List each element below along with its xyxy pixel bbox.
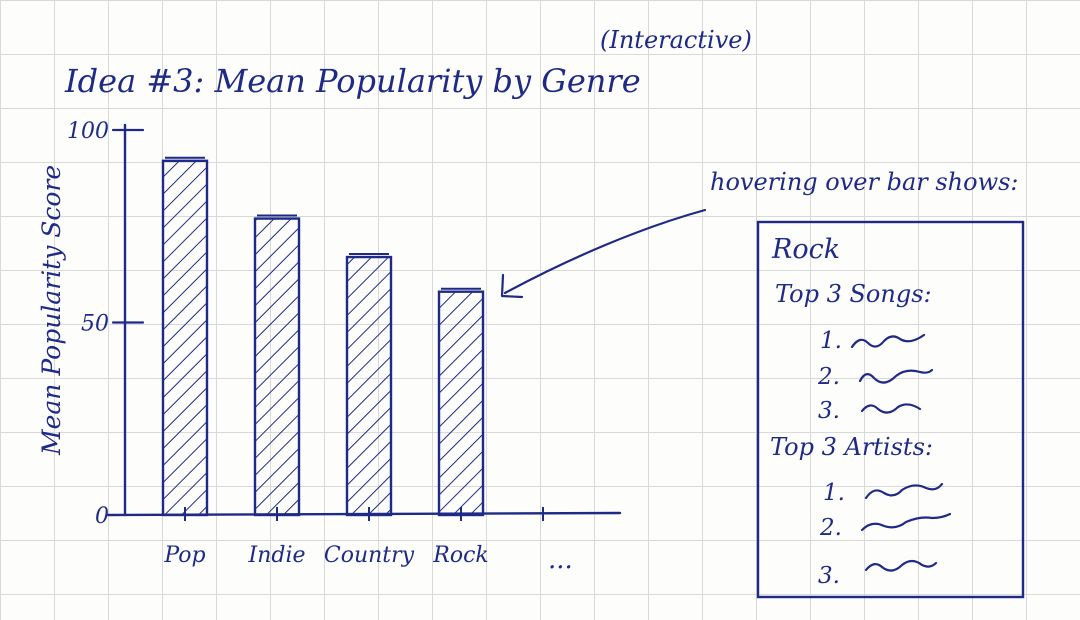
song-scribble-3 (860, 403, 922, 414)
tooltip-artists-label: Top 3 Artists: (770, 433, 933, 461)
song-marker-2: 2. (817, 364, 840, 390)
song-marker-3: 3. (818, 398, 840, 424)
artist-scribble-1 (864, 482, 944, 500)
annotation-arrow (503, 208, 707, 295)
x-axis-ticks: Pop Indie Country Rock (163, 507, 544, 568)
artist-marker-3: 3. (818, 563, 840, 589)
bars (161, 156, 485, 517)
artist-marker-2: 2. (819, 515, 842, 541)
tooltip-box: Rock Top 3 Songs: 1. 2. 3. Top 3 Artists… (756, 220, 1025, 599)
y-axis-label: Mean Popularity Score (37, 165, 66, 456)
bar-rock[interactable] (437, 290, 485, 517)
y-tick-label: 0 (95, 504, 109, 529)
bar-indie[interactable] (253, 217, 301, 517)
bar-pop[interactable] (161, 159, 209, 517)
song-scribble-2 (858, 368, 934, 384)
song-marker-1: 1. (820, 328, 842, 354)
x-tick-label: Rock (432, 543, 488, 568)
y-tick-label: 50 (81, 312, 109, 337)
x-tick-label: Country (324, 543, 415, 568)
artist-marker-1: 1. (823, 480, 845, 506)
y-axis-ticks: 0 50 100 (67, 119, 145, 529)
x-axis-continuation: ... (548, 545, 573, 575)
artist-scribble-3 (864, 559, 938, 572)
chart-title: Idea #3: Mean Popularity by Genre (64, 62, 641, 100)
song-scribble-1 (850, 333, 926, 349)
y-tick-label: 100 (67, 119, 109, 144)
annotation-arrowhead (500, 273, 524, 299)
annotation-text: hovering over bar shows: (710, 168, 1019, 196)
artist-scribble-2 (860, 512, 952, 532)
x-tick-label: Pop (163, 543, 205, 568)
x-tick-label: Indie (248, 543, 306, 568)
bar-country[interactable] (345, 255, 393, 517)
chart-subtitle: (Interactive) (600, 26, 752, 54)
tooltip-songs-label: Top 3 Songs: (775, 280, 932, 308)
tooltip-title: Rock (771, 234, 840, 265)
